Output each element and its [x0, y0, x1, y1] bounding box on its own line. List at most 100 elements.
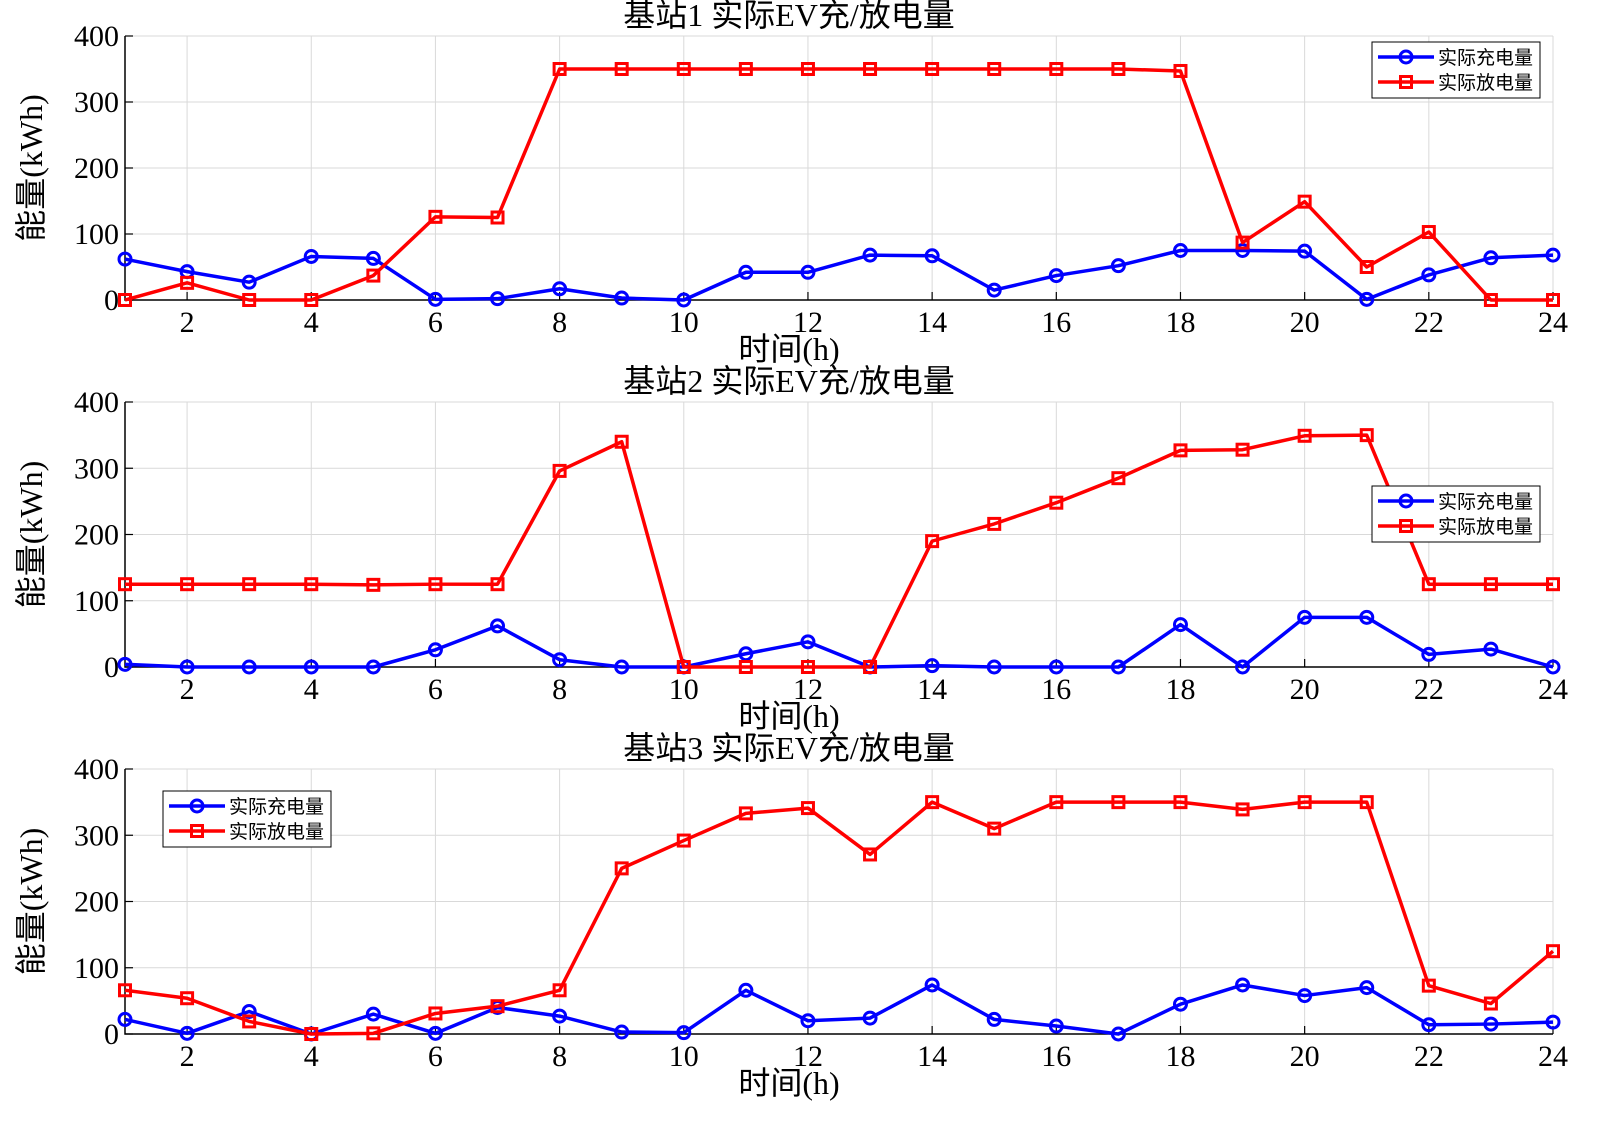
data-point	[1483, 641, 1499, 657]
y-tick-label: 100	[74, 218, 119, 251]
legend-marker	[189, 798, 205, 814]
data-point	[1421, 1017, 1437, 1033]
series-1	[117, 243, 1561, 308]
data-point	[800, 660, 815, 674]
data-point	[1483, 996, 1498, 1011]
data-point	[1483, 577, 1498, 592]
data-point	[1545, 1014, 1561, 1030]
x-tick-label: 2	[180, 673, 195, 706]
data-point	[490, 618, 506, 634]
data-point	[987, 516, 1002, 531]
data-point	[1111, 471, 1126, 486]
data-point	[552, 281, 568, 297]
data-point	[118, 577, 132, 592]
x-tick-label: 4	[304, 1040, 319, 1073]
y-tick-label: 200	[74, 519, 119, 552]
x-tick-label: 6	[428, 306, 443, 339]
y-axis-label: 能量(kWh)	[13, 461, 49, 609]
data-point	[676, 62, 691, 76]
data-point	[800, 634, 816, 650]
data-point	[1546, 944, 1560, 959]
y-tick-label: 400	[74, 753, 119, 786]
y-tick-label: 0	[104, 651, 119, 684]
data-point	[862, 247, 878, 263]
legend-marker	[1399, 75, 1413, 89]
data-point	[1297, 609, 1313, 625]
data-point	[1545, 659, 1561, 675]
data-point	[1297, 243, 1313, 259]
x-axis-label: 时间(h)	[738, 1065, 839, 1101]
data-point	[428, 209, 443, 224]
x-tick-label: 16	[1041, 673, 1071, 706]
data-point	[738, 646, 754, 662]
data-point	[118, 293, 132, 307]
data-point	[986, 282, 1002, 298]
data-point	[1359, 260, 1374, 274]
data-point	[1049, 62, 1064, 76]
data-point	[1359, 428, 1374, 443]
x-tick-label: 8	[552, 1040, 567, 1073]
y-tick-label: 0	[104, 1018, 119, 1051]
legend-marker	[1398, 49, 1414, 65]
chart-title: 基站3 实际EV充/放电量	[623, 730, 955, 766]
data-point	[1235, 802, 1250, 817]
data-point	[1359, 795, 1374, 810]
x-tick-label: 18	[1165, 306, 1195, 339]
x-tick-label: 22	[1414, 306, 1444, 339]
data-point	[1048, 268, 1064, 284]
data-point	[1297, 194, 1312, 209]
data-point	[366, 577, 381, 592]
data-point	[1421, 577, 1436, 592]
data-point	[800, 62, 815, 76]
series-2	[118, 795, 1560, 1041]
data-point	[924, 248, 940, 264]
data-point	[863, 62, 878, 76]
data-point	[304, 577, 319, 592]
data-point	[1297, 428, 1312, 443]
data-point	[304, 1027, 319, 1041]
data-point	[1359, 291, 1375, 307]
legend-marker	[1398, 493, 1414, 509]
data-point	[924, 658, 940, 674]
data-point	[1235, 442, 1250, 457]
data-point	[924, 977, 940, 993]
x-tick-label: 24	[1538, 1040, 1568, 1073]
data-point	[1173, 795, 1188, 810]
data-point	[925, 795, 940, 810]
data-point	[242, 293, 257, 307]
data-point	[1359, 980, 1375, 996]
data-point	[614, 290, 630, 306]
data-point	[1235, 235, 1250, 250]
y-tick-label: 200	[74, 886, 119, 919]
data-point	[552, 1008, 568, 1024]
series-line	[124, 248, 1554, 302]
series-line	[124, 67, 1553, 302]
data-point	[180, 275, 195, 290]
series-line	[125, 433, 1553, 669]
data-point	[986, 1011, 1002, 1027]
data-point	[1359, 609, 1375, 625]
x-tick-label: 4	[304, 306, 319, 339]
data-point	[1421, 978, 1436, 993]
data-point	[1421, 225, 1436, 240]
data-point	[179, 659, 195, 675]
data-point	[552, 983, 567, 998]
data-point	[303, 659, 319, 675]
x-tick-label: 12	[793, 1040, 823, 1073]
x-tick-label: 20	[1290, 1040, 1320, 1073]
data-point	[800, 1013, 816, 1029]
x-tick-label: 10	[669, 1040, 699, 1073]
legend-label: 实际放电量	[229, 821, 324, 843]
data-point	[676, 660, 691, 674]
data-point	[366, 1026, 381, 1041]
data-point	[552, 463, 567, 478]
series-line	[124, 800, 1555, 1036]
data-point	[552, 652, 568, 668]
data-point	[1110, 258, 1126, 274]
legend-label: 实际放电量	[1438, 72, 1533, 94]
